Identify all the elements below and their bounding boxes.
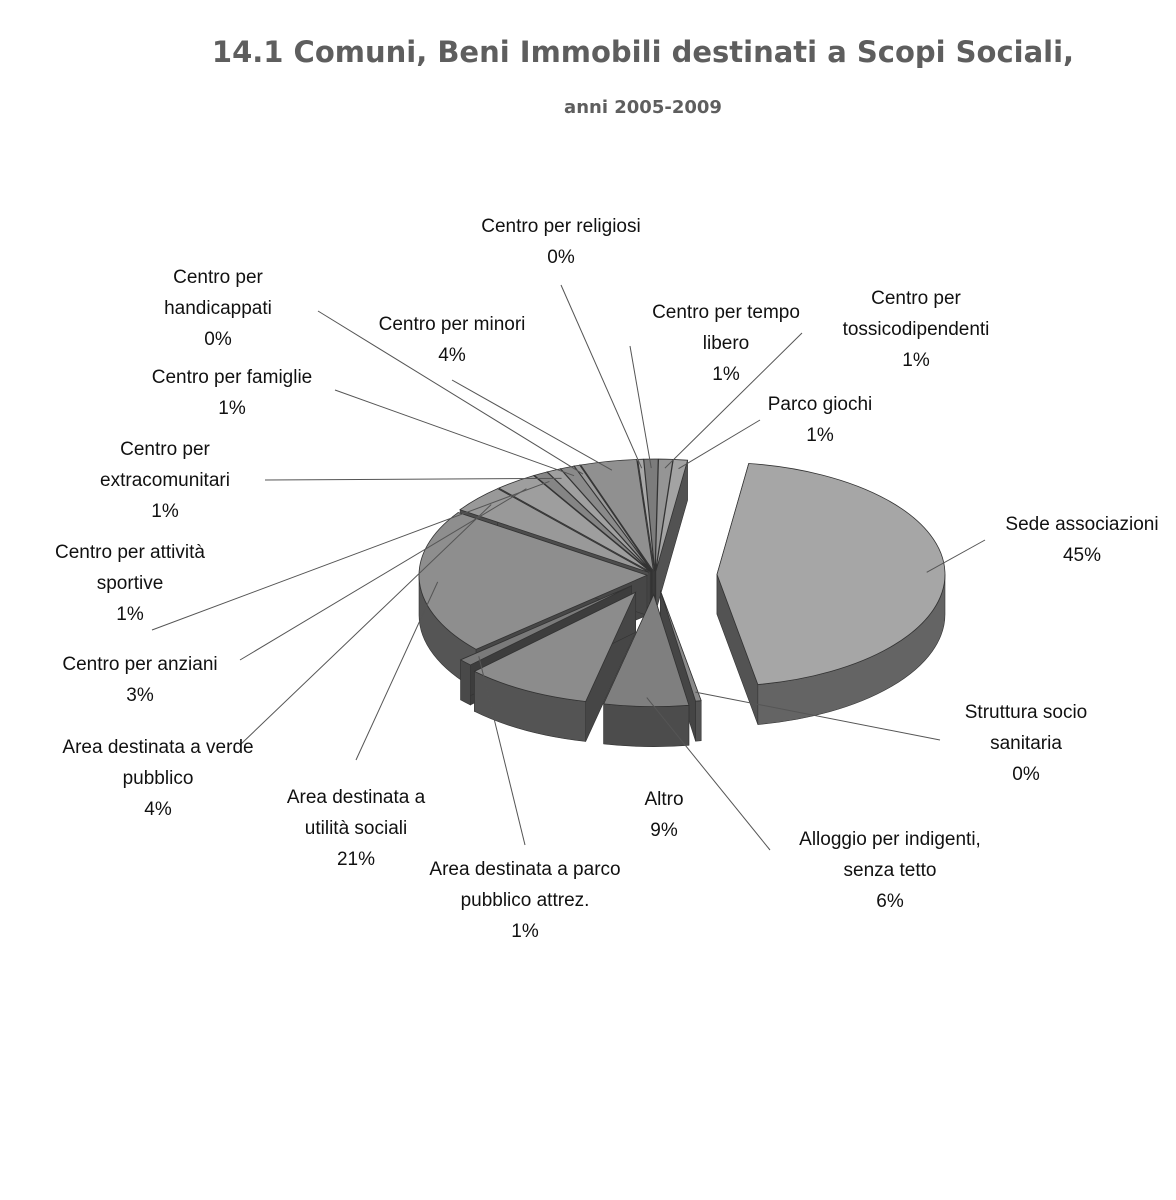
slice-label: Centro per tossicodipendenti 1% — [843, 288, 990, 371]
slice-label: Area destinata a utilità sociali 21% — [287, 787, 426, 870]
pie-slice — [643, 458, 659, 572]
leader-line — [560, 284, 643, 469]
slice-label: Alloggio per indigenti, senza tetto 6% — [799, 829, 981, 912]
slice-label: Centro per famiglie 1% — [152, 367, 313, 419]
leader-line — [355, 581, 439, 761]
slice-label: Struttura socio sanitaria 0% — [965, 702, 1088, 785]
leader-line — [478, 656, 526, 846]
pie-slice — [573, 464, 653, 572]
slice-label: Area destinata a parco pubblico attrez. 1% — [429, 859, 620, 942]
leader-line — [678, 419, 761, 470]
leader-line — [695, 691, 941, 741]
pie-slice — [418, 512, 649, 650]
pie-slice — [716, 463, 946, 685]
pie-slice — [473, 591, 637, 702]
pie-slice — [546, 468, 652, 572]
leader-line — [264, 477, 562, 481]
leader-line — [664, 332, 803, 469]
slice-label: Area destinata a verde pubblico 4% — [62, 737, 253, 820]
pie-slice — [603, 593, 690, 708]
pie-slice — [498, 475, 651, 573]
slice-label: Centro per anziani 3% — [62, 654, 217, 706]
chart-subtitle: anni 2005-2009 — [564, 97, 722, 118]
slice-label: Centro per attività sportive 1% — [55, 542, 205, 625]
slice-label: Centro per handicappati 0% — [164, 267, 272, 350]
slice-label: Centro per extracomunitari 1% — [100, 439, 230, 522]
pie-slice — [459, 585, 632, 666]
leader-line — [239, 488, 527, 661]
slice-label: Parco giochi 1% — [768, 394, 873, 446]
leader-line — [239, 504, 492, 746]
leader-line — [334, 389, 575, 477]
pie-slice — [659, 590, 702, 702]
slice-label: Centro per tempo libero 1% — [652, 302, 800, 385]
slice-label: Centro per minori 4% — [379, 314, 526, 366]
pie-slice — [654, 458, 674, 572]
chart-title: 14.1 Comuni, Beni Immobili destinati a S… — [212, 35, 1074, 69]
leader-line — [151, 480, 550, 631]
slice-label: Sede associazioni 45% — [1005, 514, 1158, 566]
leader-line — [646, 697, 771, 851]
leader-line — [926, 539, 986, 573]
pie-slice — [580, 459, 654, 572]
pie-slice — [459, 488, 650, 573]
slice-label: Altro 9% — [644, 789, 683, 841]
slice-label: Centro per religiosi 0% — [481, 216, 640, 268]
leader-line — [629, 345, 652, 469]
leader-line — [317, 310, 584, 475]
leader-line — [451, 379, 613, 471]
